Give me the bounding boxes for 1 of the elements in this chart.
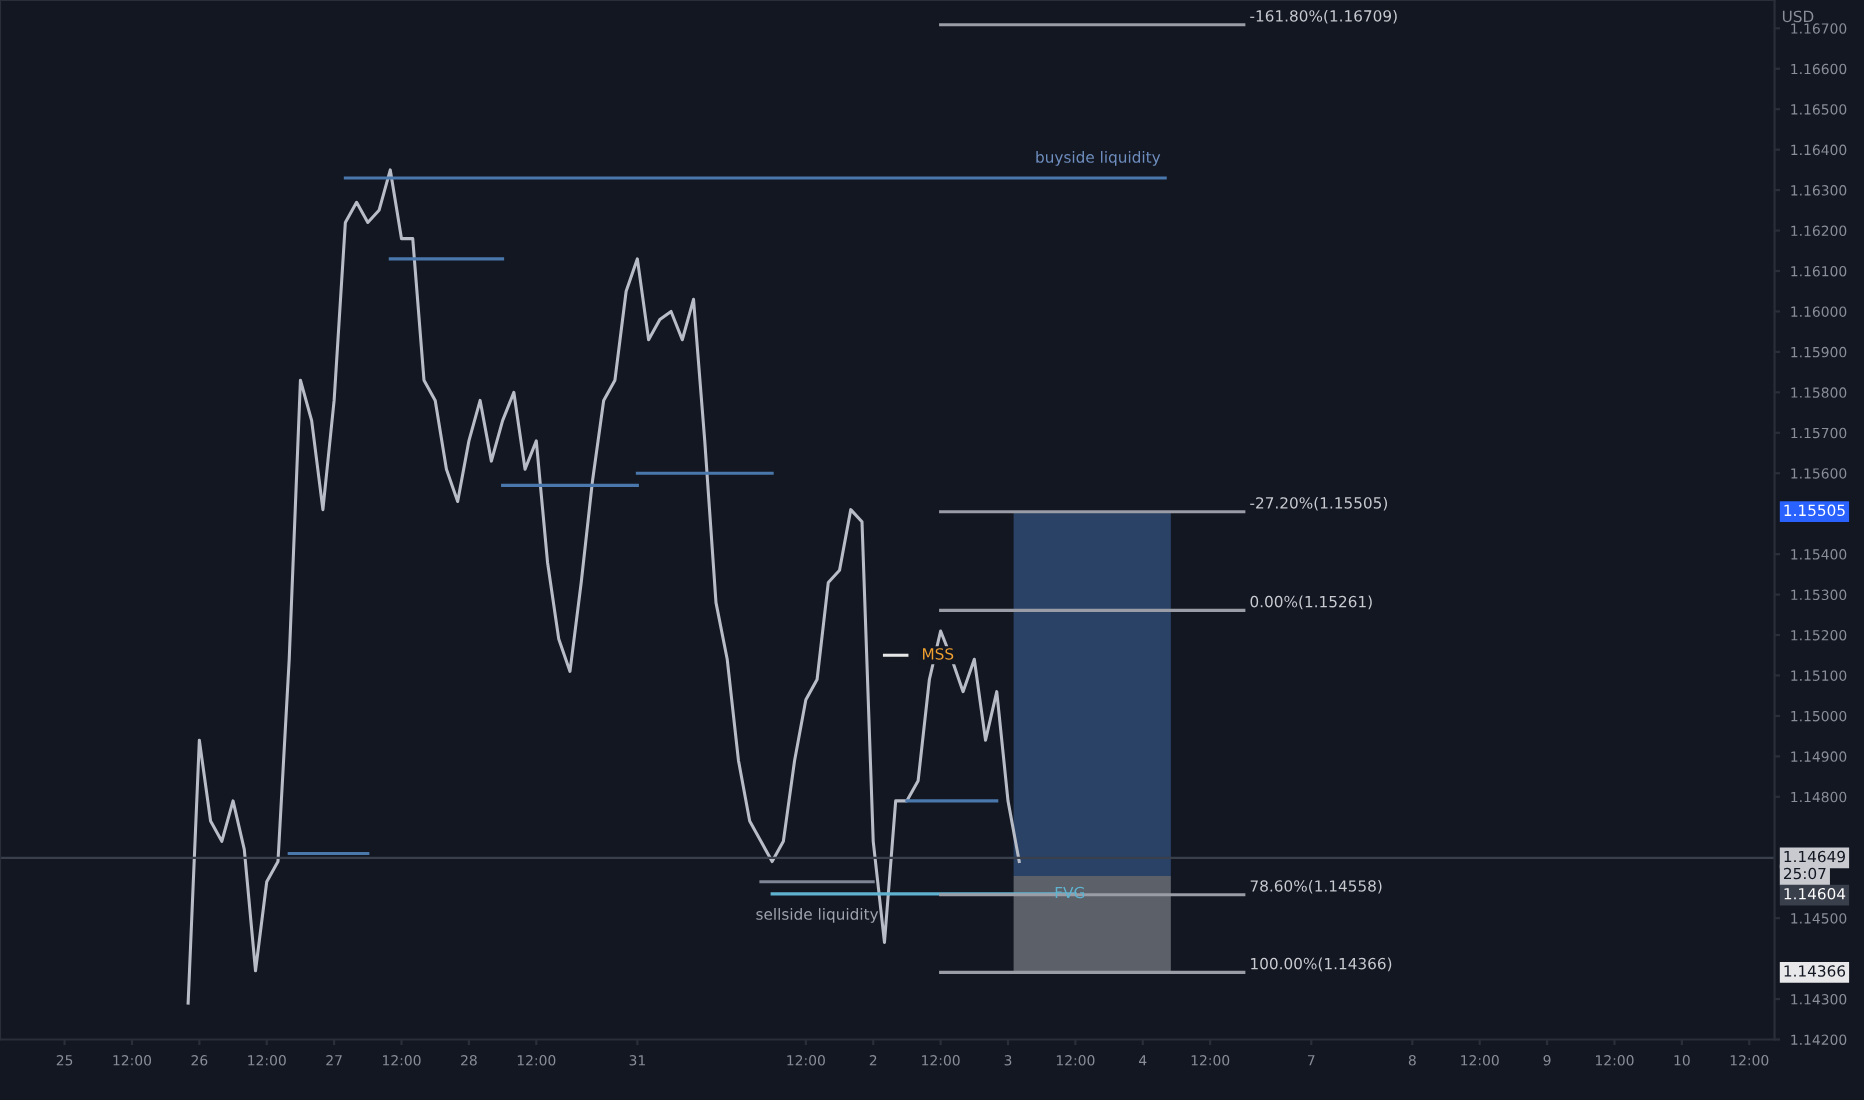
line-series [186, 168, 1021, 1005]
